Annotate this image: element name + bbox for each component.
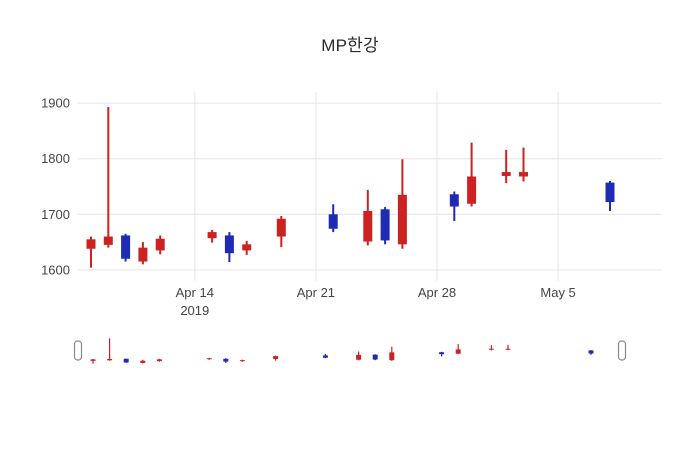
candle[interactable]: [276, 215, 286, 248]
x-tick-label: Apr 28: [418, 285, 456, 300]
rangeslider-candle: [123, 358, 129, 363]
y-tick-label: 1800: [41, 151, 70, 166]
candle[interactable]: [242, 240, 252, 255]
candle-body: [207, 232, 217, 239]
rangeslider-candle: [488, 345, 494, 351]
y-tick-label: 1900: [41, 96, 70, 111]
candle-body: [380, 209, 390, 241]
candle[interactable]: [103, 107, 113, 248]
candle-body: [605, 182, 615, 203]
candle-body: [276, 218, 286, 237]
candles-main: [86, 107, 615, 268]
x-tick-label: May 5: [540, 285, 575, 300]
candle[interactable]: [224, 232, 234, 263]
candle-body: [397, 194, 407, 245]
rangeslider-candle: [505, 344, 511, 351]
candle[interactable]: [467, 142, 477, 207]
candle[interactable]: [501, 149, 511, 184]
candle[interactable]: [449, 191, 459, 221]
candle[interactable]: [380, 207, 390, 245]
rangeslider-candle: [372, 354, 378, 361]
candle[interactable]: [121, 233, 131, 262]
rangeslider[interactable]: [73, 334, 627, 367]
candle-body: [328, 214, 338, 229]
rangeslider-handle-left[interactable]: [73, 340, 83, 361]
rangeslider-candle: [273, 355, 279, 361]
candle[interactable]: [605, 180, 615, 211]
rangeslider-candle: [156, 358, 162, 362]
rangeslider-candle: [107, 338, 113, 361]
rangeslider-candle: [455, 344, 461, 355]
candle-body: [449, 194, 459, 207]
x-axis-tick-labels: Apr 14 2019 Apr 21 Apr 28 May 5: [176, 285, 576, 318]
rangeslider-candle: [206, 357, 212, 360]
rangeslider-candle: [389, 346, 395, 361]
candle-body: [467, 176, 477, 204]
y-tick-label: 1700: [41, 207, 70, 222]
rangeslider-candle: [239, 359, 245, 362]
candle-body: [242, 244, 252, 251]
candle-body: [138, 247, 148, 262]
candle-body: [155, 238, 165, 251]
gridlines: [78, 92, 662, 281]
x-tick-label: Apr 21: [297, 285, 335, 300]
rangeslider-candle: [322, 353, 328, 359]
rangeslider-track[interactable]: [78, 334, 622, 367]
candle[interactable]: [155, 235, 165, 255]
x-tick-year-label: 2019: [180, 303, 209, 318]
candle-body: [501, 172, 511, 176]
rangeslider-candle: [356, 351, 362, 361]
rangeslider-candle: [588, 350, 594, 355]
candle[interactable]: [207, 229, 217, 243]
candle-body: [103, 236, 113, 245]
rangeslider-candle: [223, 358, 229, 363]
y-axis-tick-labels: 1600 1700 1800 1900: [41, 96, 70, 278]
candle[interactable]: [138, 242, 148, 265]
candle-body: [519, 172, 528, 177]
candle[interactable]: [328, 204, 338, 233]
candle-body: [363, 210, 373, 242]
candle[interactable]: [86, 236, 96, 268]
chart-title: MP한강: [321, 36, 379, 55]
rangeslider-handle-right[interactable]: [617, 340, 627, 361]
x-tick-label: Apr 14: [176, 285, 214, 300]
candle-body: [86, 239, 96, 249]
candle[interactable]: [519, 147, 528, 182]
rangeslider-candle: [439, 351, 445, 357]
candle[interactable]: [397, 159, 407, 249]
candle-body: [121, 235, 131, 259]
rangeslider-candle: [90, 358, 96, 364]
candle[interactable]: [363, 189, 373, 246]
y-tick-label: 1600: [41, 262, 70, 277]
candle-body: [224, 235, 234, 254]
rangeslider-candle: [140, 359, 146, 364]
